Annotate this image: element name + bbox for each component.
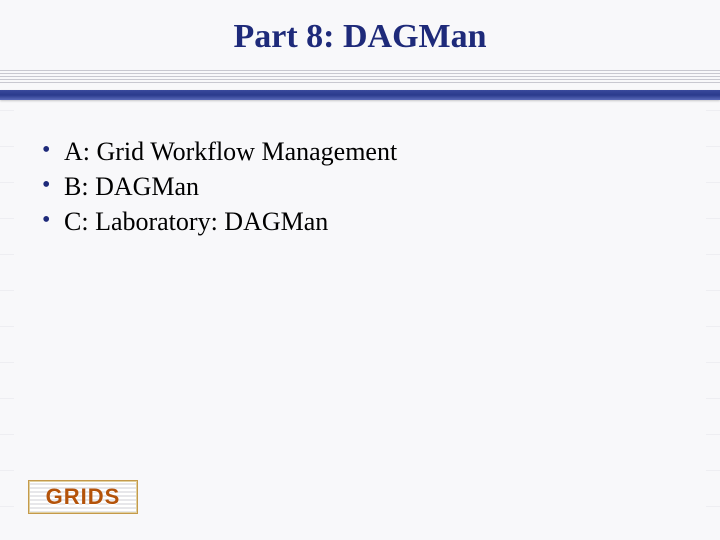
slide: Part 8: DAGMan A: Grid Workflow Manageme… — [0, 0, 720, 540]
content-area: A: Grid Workflow Management B: DAGMan C:… — [0, 100, 720, 239]
thick-bar-decoration — [0, 90, 720, 100]
bullet-list: A: Grid Workflow Management B: DAGMan C:… — [40, 134, 680, 239]
slide-title: Part 8: DAGMan — [0, 18, 720, 56]
bullet-item: A: Grid Workflow Management — [40, 134, 680, 169]
title-area: Part 8: DAGMan — [0, 0, 720, 64]
logo-text: GRIDS — [46, 484, 121, 510]
bullet-item: B: DAGMan — [40, 169, 680, 204]
title-underline — [0, 70, 720, 100]
decoration-right — [706, 110, 720, 540]
bullet-item: C: Laboratory: DAGMan — [40, 204, 680, 239]
grids-logo: GRIDS — [28, 480, 138, 514]
thin-lines-decoration — [0, 70, 720, 84]
decoration-left — [0, 110, 14, 540]
